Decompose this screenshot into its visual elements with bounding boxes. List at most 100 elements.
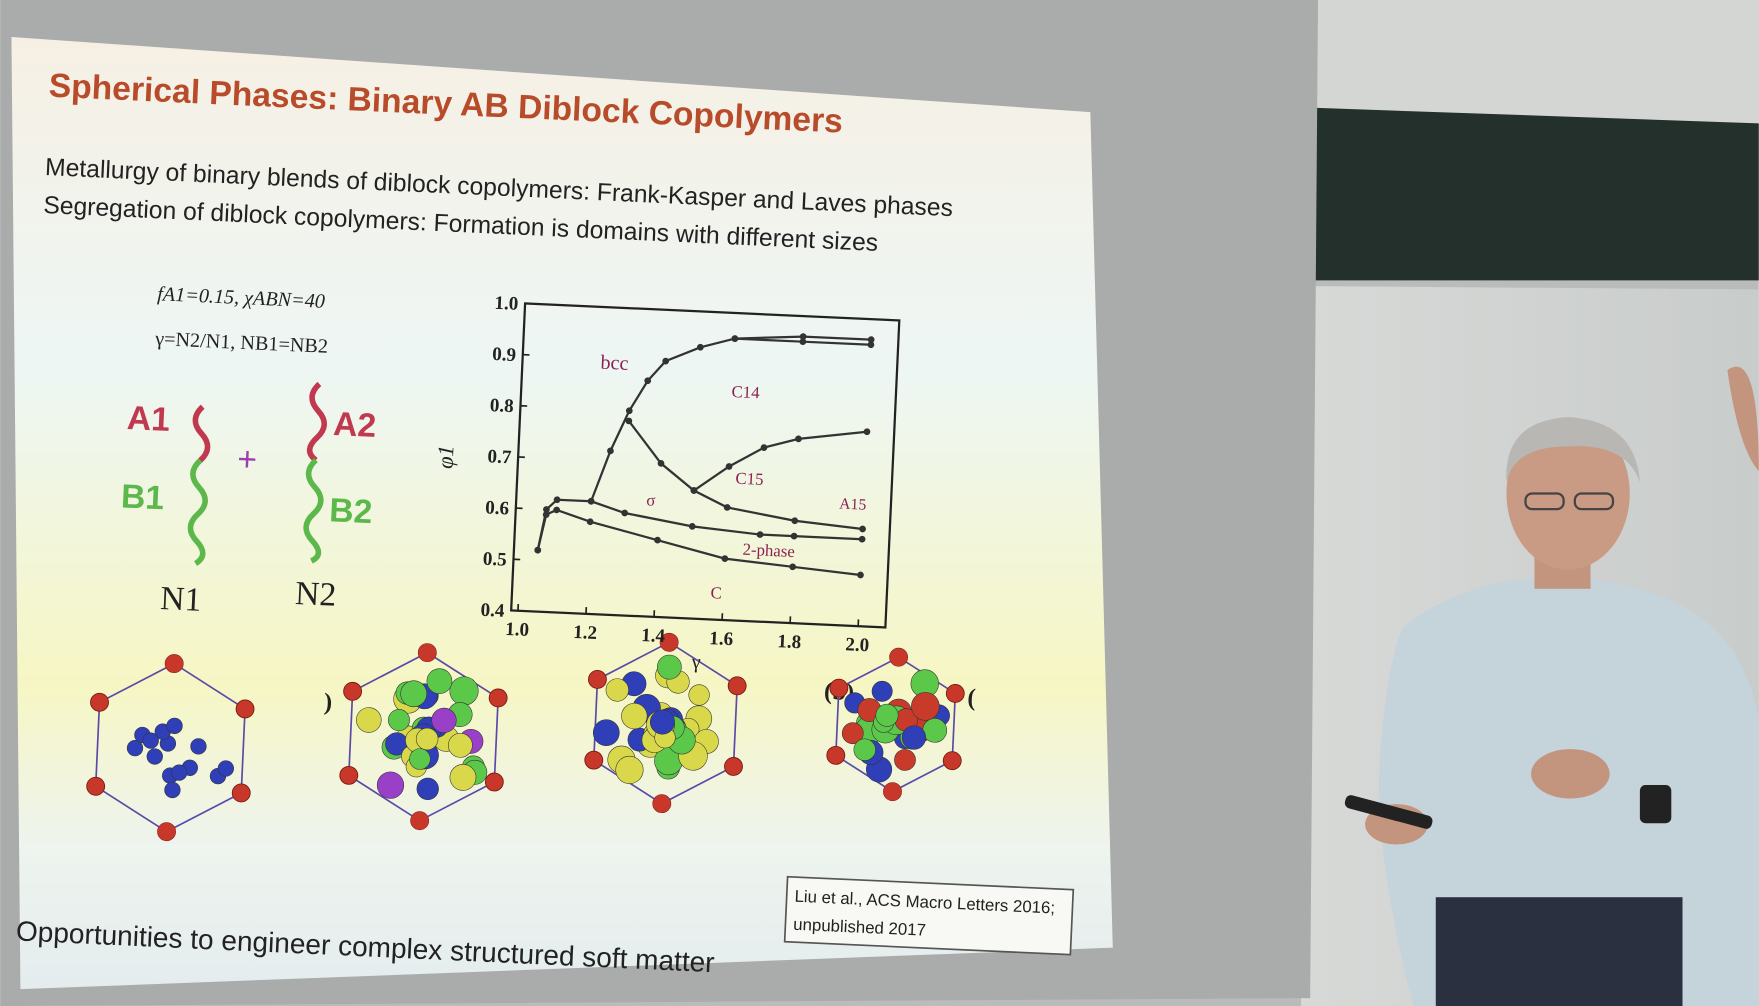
point [654, 536, 661, 544]
presenter [1344, 366, 1759, 1006]
point [553, 506, 560, 514]
atom [166, 717, 183, 734]
corner-atom [231, 783, 251, 803]
phase-label: 2-phase [742, 540, 795, 561]
chain-b1 [187, 458, 208, 566]
ceiling [1278, 0, 1759, 124]
atom [416, 777, 439, 801]
corner-atom [584, 750, 604, 770]
y-tick-label: 0.5 [482, 549, 507, 571]
y-tick-label: 0.9 [492, 344, 517, 366]
point [867, 341, 875, 349]
atom [415, 727, 439, 751]
point [859, 525, 866, 533]
atom [649, 709, 675, 735]
label-n1: N1 [159, 580, 202, 619]
chain-b2 [303, 458, 324, 564]
corner-atom [86, 776, 106, 796]
point [587, 497, 595, 505]
atom [217, 760, 234, 777]
point [857, 571, 864, 579]
blackboard [1278, 106, 1759, 281]
corner-atom [945, 684, 965, 703]
point [858, 535, 866, 543]
point [790, 532, 798, 540]
corner-atom [652, 794, 671, 813]
atom [894, 749, 916, 771]
corner-atom [727, 676, 747, 696]
point [553, 496, 561, 504]
corner-atom [660, 633, 679, 652]
x-tick-label: 1.0 [505, 619, 530, 641]
label-a1: A1 [126, 400, 171, 439]
x-tick-label: 1.4 [641, 625, 666, 647]
atom [688, 684, 710, 706]
atom [615, 755, 644, 784]
point [791, 517, 799, 525]
corner-atom [724, 757, 743, 776]
label-n2: N2 [294, 575, 337, 614]
x-axis-label: γ [690, 651, 701, 673]
corner-atom [418, 643, 437, 662]
atom [164, 781, 181, 799]
atom [146, 748, 163, 765]
phase-label: C14 [731, 382, 760, 402]
phase-label: bcc [600, 352, 629, 375]
corner-atom [826, 745, 846, 765]
corner-atom [588, 670, 607, 689]
phase-label: σ [646, 490, 656, 509]
point [799, 333, 807, 340]
phase-label: C15 [735, 469, 764, 489]
corner-atom [90, 692, 109, 712]
corner-atom [829, 678, 849, 698]
corner-atom [165, 654, 184, 673]
corner-atom [343, 681, 363, 701]
point [625, 407, 633, 415]
citation-box [783, 875, 1075, 956]
atom [431, 707, 457, 733]
point [867, 336, 875, 344]
point [789, 563, 797, 571]
atom [126, 740, 144, 757]
structure-label: ) [323, 689, 332, 716]
chain-a1 [192, 404, 211, 463]
point [725, 463, 733, 470]
crystal-structures [86, 632, 965, 842]
atom [409, 748, 431, 770]
y-tick-label: 0.4 [480, 600, 505, 622]
corner-atom [157, 822, 176, 841]
point [607, 447, 614, 455]
phase-label: C [710, 583, 722, 602]
atom [376, 771, 405, 799]
chain-a2 [306, 381, 328, 463]
point [690, 487, 698, 494]
point [799, 338, 807, 346]
atom [190, 738, 207, 755]
point [621, 509, 629, 517]
point [657, 460, 665, 467]
label-b1: B1 [120, 478, 165, 517]
curve [627, 420, 863, 531]
label-a2: A2 [332, 406, 377, 445]
atom [426, 668, 453, 695]
corner-atom [410, 811, 429, 830]
corner-atom [235, 699, 255, 719]
atom [853, 738, 876, 761]
point [625, 417, 633, 425]
chart: γ φ1 1.0 1.2 1.4 1.6 1.8 2.0 0.4 0.5 0.6 0.7 0.8 0.… [432, 293, 901, 673]
point [542, 511, 550, 518]
x-tick-label: 2.0 [845, 634, 870, 656]
corner-atom [942, 751, 962, 771]
point [863, 428, 871, 436]
point [723, 504, 731, 511]
corner-atom [488, 688, 508, 708]
label-b2: B2 [328, 492, 373, 531]
corner-atom [883, 782, 902, 801]
point [795, 435, 802, 443]
y-tick-label: 0.6 [485, 497, 510, 519]
structure-label: ( [967, 684, 976, 711]
atom [871, 680, 893, 702]
x-tick-label: 1.8 [777, 631, 802, 653]
point [756, 531, 764, 538]
